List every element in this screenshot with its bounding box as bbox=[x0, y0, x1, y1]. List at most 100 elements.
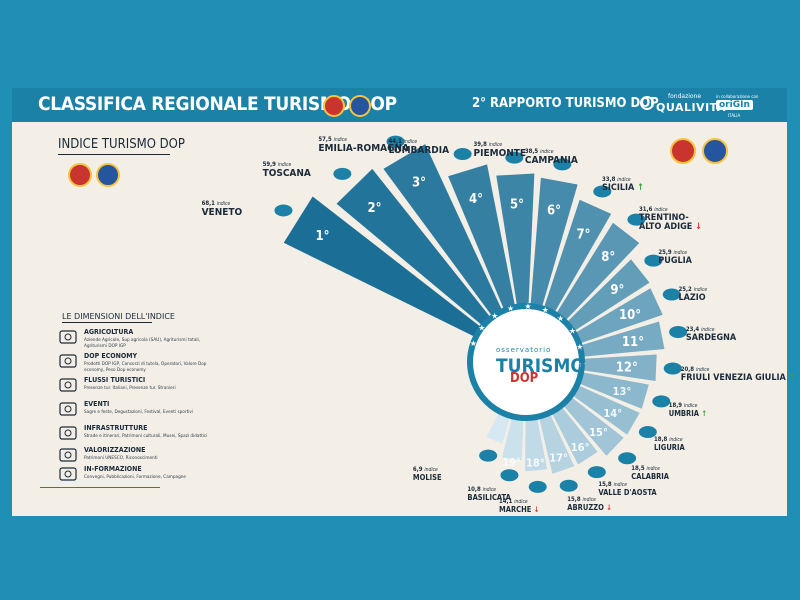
rank-label: 12° bbox=[616, 360, 638, 375]
star-icon: ★ bbox=[470, 339, 477, 348]
factory-icon bbox=[59, 354, 77, 368]
qualivita-sub-label: fondazione bbox=[668, 93, 702, 100]
region-map-icon bbox=[593, 185, 612, 198]
index-unit: indice bbox=[514, 498, 528, 505]
igp-seal-icon bbox=[702, 138, 728, 164]
region-map-icon bbox=[644, 254, 663, 267]
index-value: 39,8 bbox=[473, 140, 489, 148]
ray-bar-8 bbox=[556, 222, 640, 320]
rank-label: 3° bbox=[412, 175, 426, 190]
rank-label: 5° bbox=[510, 198, 524, 213]
region-label: 31,6 indice TRENTINO- ALTO ADIGE ↓ bbox=[639, 198, 702, 232]
region-name: BASILICATA bbox=[467, 493, 511, 503]
index-unit: indice bbox=[582, 496, 596, 503]
index-value: 44,1 bbox=[388, 137, 404, 145]
index-title-underline bbox=[58, 154, 170, 155]
igp-seal-icon bbox=[349, 95, 371, 117]
region-map-icon bbox=[500, 469, 519, 482]
rank-label: 14° bbox=[603, 407, 622, 420]
index-value: 14,1 bbox=[499, 497, 515, 505]
region-name: CAMPANIA bbox=[524, 154, 578, 166]
index-unit: indice bbox=[424, 466, 438, 473]
index-unit: indice bbox=[617, 176, 631, 183]
rank-label: 6° bbox=[547, 204, 561, 219]
dimension-name: INFRASTRUTTURE bbox=[84, 424, 148, 432]
region-name: VENETO bbox=[201, 207, 243, 219]
region-label: 25,9 indice PUGLIA bbox=[658, 241, 692, 266]
region-name: MARCHE ↓ bbox=[499, 504, 540, 514]
region-map-icon bbox=[559, 479, 578, 492]
region-label: 33,8 indice SICILIA ↑ bbox=[602, 168, 644, 193]
origin-sub-label: in collaborazione con bbox=[716, 94, 759, 99]
rank-label: 10° bbox=[619, 308, 641, 323]
region-map-icon bbox=[663, 362, 682, 375]
region-map-icon bbox=[386, 135, 405, 148]
ray-bar-12 bbox=[583, 354, 657, 381]
star-icon: ★ bbox=[542, 305, 549, 314]
region-label: 18,8 indice LIGURIA bbox=[654, 428, 685, 452]
rank-label: 11° bbox=[622, 335, 644, 350]
region-label: 14,1 indice MARCHE ↓ bbox=[499, 490, 539, 514]
infographic-card bbox=[12, 88, 787, 516]
rank-label: 4° bbox=[469, 192, 483, 207]
star-icon: ★ bbox=[569, 327, 576, 336]
dimension-description: Convegni, Pubblicazioni, Formazione, Cam… bbox=[84, 474, 186, 479]
ray-bar-6 bbox=[530, 177, 578, 307]
region-name: EMILIA-ROMAGNA bbox=[318, 143, 409, 154]
globe-icon bbox=[59, 378, 77, 392]
index-value: 25,2 bbox=[678, 285, 694, 293]
dimension-name: DOP ECONOMY bbox=[84, 352, 138, 360]
dimension-description: Strade e itinerari, Patrimoni culturali,… bbox=[84, 433, 208, 438]
region-map-icon bbox=[553, 158, 572, 171]
index-value: 38,5 bbox=[524, 147, 541, 155]
region-map-icon bbox=[627, 213, 646, 226]
ray-bar-1 bbox=[283, 196, 481, 337]
region-map-icon bbox=[587, 466, 606, 479]
ray-bar-9 bbox=[567, 259, 650, 331]
region-map-icon bbox=[274, 204, 293, 217]
region-name: LIGURIA bbox=[653, 443, 685, 453]
dimension-name: EVENTI bbox=[84, 400, 110, 408]
region-name: FRIULI VENEZIA GIULIA ↑ bbox=[680, 373, 796, 384]
region-name: TRENTINO- ALTO ADIGE ↓ bbox=[639, 212, 702, 232]
index-unit: indice bbox=[701, 327, 715, 334]
index-value: 31,6 bbox=[639, 205, 655, 213]
trend-up-icon: ↑ bbox=[698, 409, 707, 419]
rank-label: 7° bbox=[577, 227, 591, 242]
index-unit: indice bbox=[673, 249, 687, 256]
header-banner bbox=[12, 88, 787, 122]
ray-bar-15 bbox=[563, 397, 624, 456]
star-icon: ★ bbox=[524, 302, 531, 311]
origin-name: oriGIn bbox=[716, 100, 753, 110]
region-map-icon bbox=[652, 395, 671, 408]
region-label: 18,5 indice CALABRIA bbox=[631, 457, 669, 481]
index-value: 15,8 bbox=[567, 495, 583, 503]
region-label: 15,8 indice ABRUZZO ↓ bbox=[567, 488, 612, 512]
region-map-icon bbox=[638, 426, 657, 439]
dimensions-title-underline bbox=[62, 322, 152, 323]
index-unit: indice bbox=[277, 161, 292, 168]
index-unit: indice bbox=[654, 206, 668, 213]
region-name: ABRUZZO ↓ bbox=[567, 502, 612, 512]
trend-down-icon: ↓ bbox=[531, 504, 540, 514]
dimension-description: Sagre e feste, Degustazioni, Festival, E… bbox=[84, 409, 194, 414]
region-label: 68,1 indice VENETO bbox=[202, 192, 243, 218]
region-name: VALLE D'AOSTA bbox=[598, 487, 657, 497]
center-turismo-label: TURISMO bbox=[496, 355, 585, 377]
index-value: 25,9 bbox=[658, 248, 674, 256]
dimension-description: Presenze tur. Italiani, Presenze tur. St… bbox=[84, 385, 176, 390]
star-icon: ★ bbox=[576, 343, 583, 352]
ray-bar-2 bbox=[336, 168, 490, 325]
ray-bar-5 bbox=[496, 173, 535, 305]
qualivita-name: QUALIVITA bbox=[656, 101, 726, 114]
region-label: 6,9 indice MOLISE bbox=[413, 458, 442, 482]
index-title: INDICE TURISMO DOP bbox=[58, 137, 185, 152]
trend-up-icon: ↑ bbox=[785, 373, 796, 384]
origin-logo: in collaborazione con oriGIn ITALIA bbox=[716, 94, 759, 118]
region-map-icon bbox=[662, 288, 681, 301]
region-label: 59,9 indice TOSCANA bbox=[263, 153, 311, 179]
region-label: 20,8 indice FRIULI VENEZIA GIULIA ↑ bbox=[681, 358, 796, 383]
ray-bar-20 bbox=[486, 413, 510, 444]
dimensions-bottom-line bbox=[40, 487, 160, 488]
index-unit: indice bbox=[669, 437, 683, 444]
